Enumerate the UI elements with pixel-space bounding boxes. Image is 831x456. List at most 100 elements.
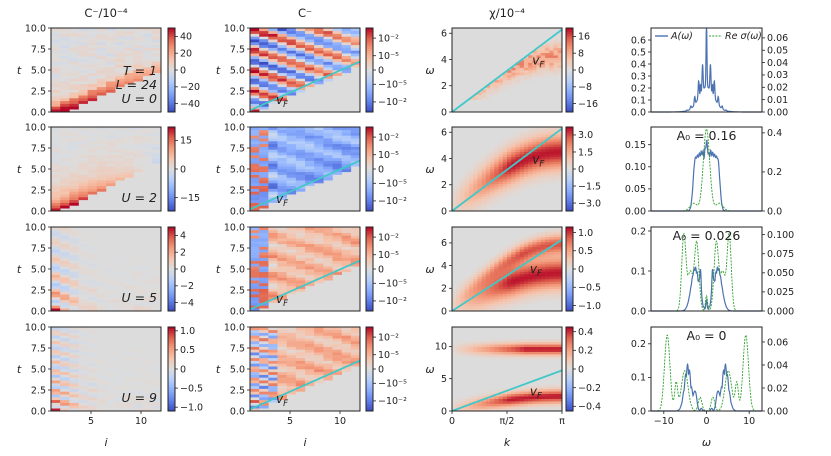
heatmap-cell-c1 [106,141,116,145]
heatmap-cell-c2 [259,61,269,65]
heatmap-cell-c3 [536,266,542,270]
heatmap-cell-c3 [553,256,559,260]
heatmap-cell-c3 [490,344,495,348]
heatmap-cell-c2 [250,327,260,331]
heatmap-cell-c3 [502,308,508,312]
heatmap-cell-c3 [536,159,542,162]
heatmap-cell-c3 [515,401,520,404]
heatmap-cell-c3 [511,273,516,277]
heatmap-cell-c1 [142,305,153,309]
heatmap-cell-c3 [473,339,478,343]
heatmap-cell-c1 [69,78,79,82]
colorbar-c3-seg [566,273,573,276]
colorbar-c3-seg [566,390,573,393]
heatmap-cell-c2 [277,343,287,347]
heatmap-cell-c1 [124,58,134,62]
right-tick-c4: 0.06 [767,337,788,348]
heatmap-cell-c2 [250,257,260,261]
heatmap-cell-c3 [536,169,542,172]
heatmap-cell-c1 [60,294,70,298]
colorbar-c3-seg [566,339,573,343]
heatmap-cell-c1 [151,67,162,71]
heatmap-cell-c3 [549,388,554,392]
heatmap-cell-c1 [87,405,98,409]
heatmap-cell-c3 [502,288,508,292]
heatmap-cell-c1 [151,277,162,281]
heatmap-cell-c1 [78,166,88,170]
heatmap-cell-c3 [557,356,563,360]
heatmap-cell-c2 [277,385,287,389]
colorbar-c3-seg [566,99,573,102]
colorbar-c2-seg [366,190,373,193]
colorbar-c1-seg [168,135,175,138]
heatmap-cell-c3 [456,398,461,402]
heatmap-cell-c3 [498,161,504,165]
colorbar-c2-seg [366,49,373,52]
heatmap-cell-c1 [60,377,70,381]
heatmap-cell-c1 [96,397,107,401]
heatmap-cell-c1 [142,152,153,156]
heatmap-cell-c1 [60,257,70,261]
heatmap-cell-c3 [456,406,461,409]
heatmap-cell-c3 [473,164,478,167]
heatmap-cell-c1 [78,89,88,93]
heatmap-cell-c3 [511,354,516,357]
heatmap-cell-c2 [332,263,342,267]
heatmap-cell-c3 [515,301,520,304]
heatmap-cell-c3 [481,266,487,270]
y-tick-c2: 5.0 [230,364,245,375]
heatmap-cell-c3 [523,156,529,160]
colorbar-c1-seg [168,394,175,397]
colorbar-c3-seg [566,331,573,334]
heatmap-cell-c2 [332,227,342,231]
heatmap-cell-c3 [481,261,487,265]
heatmap-cell-c3 [468,349,474,353]
heatmap-cell-c3 [502,273,508,277]
heatmap-cell-c2 [295,357,306,361]
heatmap-cell-c3 [540,229,546,233]
heatmap-cell-c3 [460,181,465,185]
heatmap-cell-c2 [277,185,287,189]
heatmap-cell-c1 [124,33,134,37]
colorbar-c2-seg [366,392,373,395]
heatmap-cell-c2 [323,343,333,347]
heatmap-cell-c1 [87,302,98,306]
heatmap-cell-c1 [78,280,88,284]
y-axis-label-c3: ω [425,363,434,376]
heatmap-cell-c2 [350,327,361,331]
heatmap-cell-c3 [540,131,546,135]
heatmap-cell-c3 [456,198,461,202]
heatmap-cell-c2 [314,50,324,54]
heatmap-cell-c2 [259,346,269,350]
colorbar-c2-seg [366,63,373,67]
heatmap-cell-c2 [259,238,269,242]
heatmap-cell-c3 [494,269,499,272]
heatmap-cell-c2 [286,64,297,68]
colorbar-c2-seg [366,156,373,159]
heatmap-cell-c2 [250,183,260,187]
heatmap-cell-c3 [540,45,546,49]
heatmap-cell-c3 [507,403,512,407]
heatmap-cell-c1 [69,86,79,90]
colorbar-c1-seg [168,279,175,282]
heatmap-cell-c3 [511,251,516,255]
heatmap-cell-c3 [536,57,542,61]
heatmap-cell-c3 [494,159,499,162]
heatmap-cell-c2 [286,86,297,90]
heatmap-cell-c2 [259,141,269,145]
heatmap-cell-c2 [268,241,278,245]
heatmap-cell-c1 [96,89,107,93]
heatmap-cell-c3 [477,278,482,282]
colorbar-c3-seg [566,187,573,191]
heatmap-cell-c2 [286,53,297,57]
heatmap-cell-c1 [133,399,143,403]
heatmap-cell-c1 [51,205,61,209]
heatmap-cell-c3 [540,278,546,282]
colorbar-c2-seg [366,343,373,347]
heatmap-cell-c3 [460,178,465,182]
heatmap-cell-c1 [51,138,61,142]
heatmap-cell-c1 [87,352,98,356]
colorbar-c2-seg [366,143,373,147]
heatmap-cell-c1 [106,280,116,284]
heatmap-cell-c3 [523,241,529,245]
